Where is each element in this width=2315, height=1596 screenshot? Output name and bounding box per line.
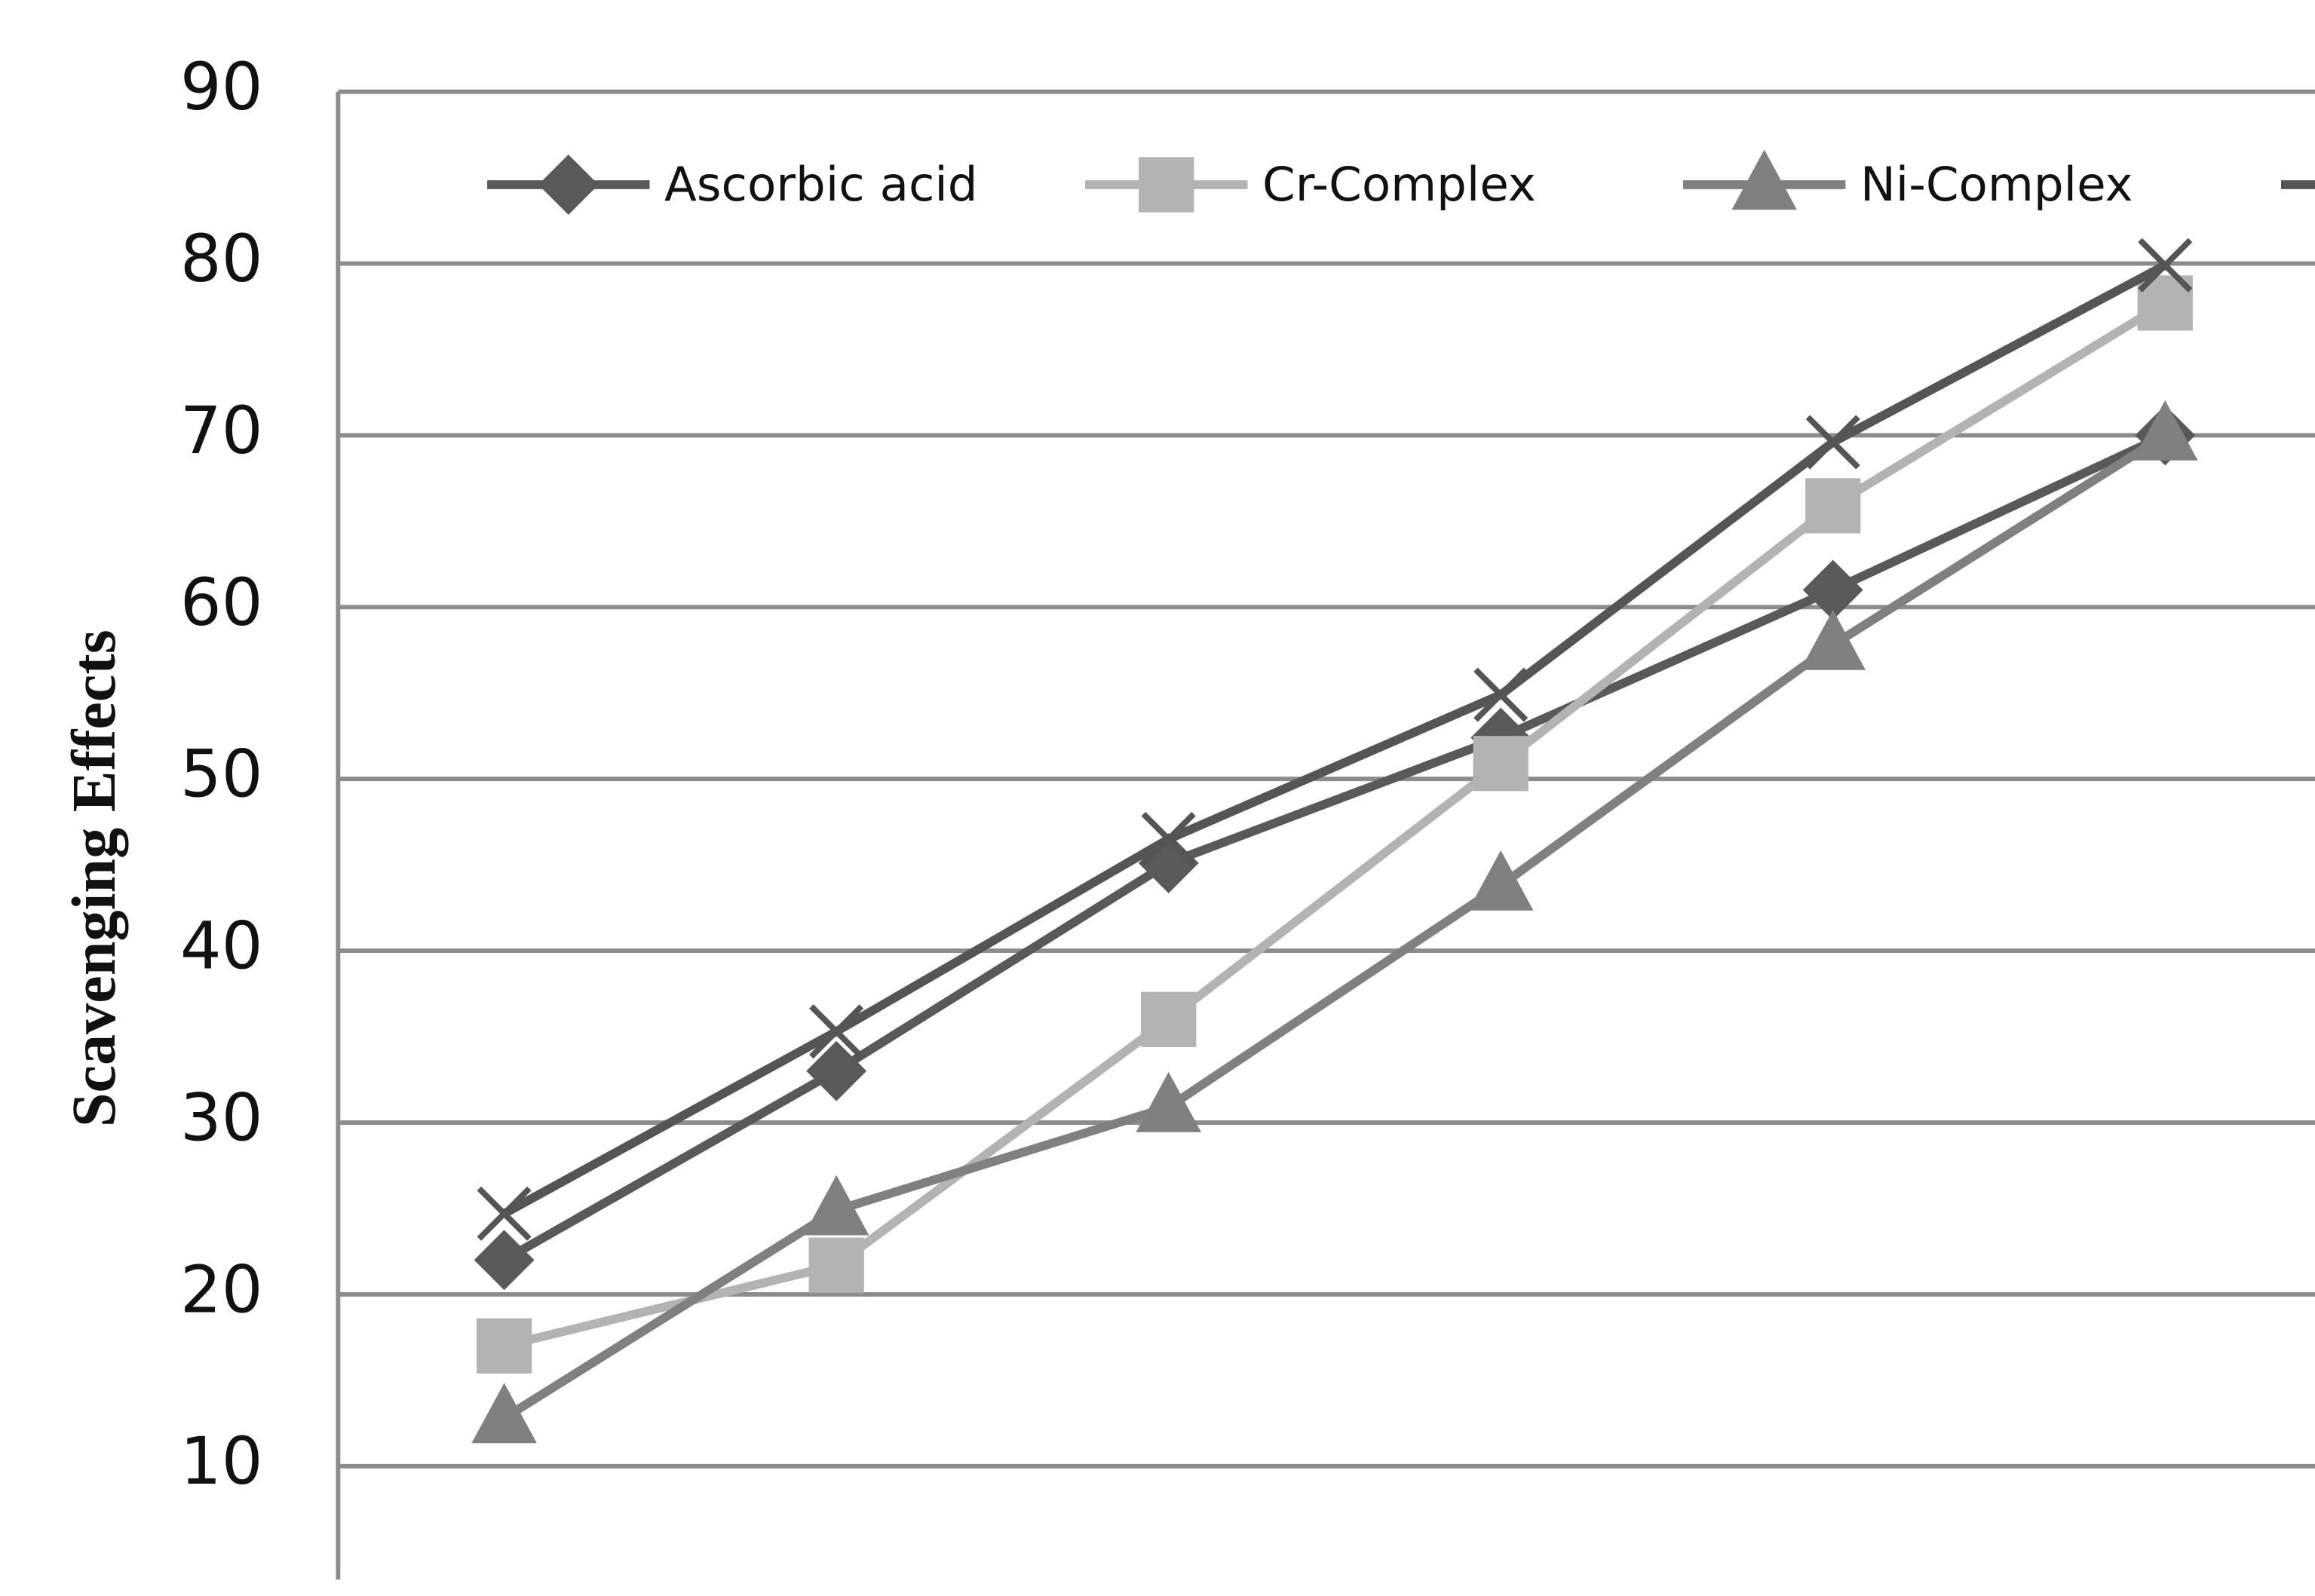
legend-label: Ni-Complex [1860, 157, 2133, 212]
marker [806, 1040, 867, 1101]
marker [1802, 559, 1863, 620]
marker [2133, 400, 2198, 461]
y-tick-label: 40 [180, 909, 263, 985]
series-line [501, 431, 2167, 1264]
marker [477, 1186, 532, 1241]
marker [1136, 1071, 1201, 1132]
marker [1467, 850, 1534, 911]
series-line [503, 299, 2168, 1350]
legend-label: Cr-Complex [1262, 157, 1536, 212]
y-tick-label: 80 [180, 222, 263, 297]
legend: Ascorbic acid Cr-Complex Ni-Complex [487, 149, 2315, 215]
marker [1473, 736, 1529, 792]
y-tick-label: 50 [180, 737, 263, 813]
marker [1141, 811, 1196, 867]
marker [808, 1237, 864, 1293]
y-tick-label: 20 [180, 1252, 263, 1328]
legend-label: Ascorbic acid [664, 157, 978, 212]
y-tick-label: 10 [180, 1424, 263, 1500]
marker [1141, 991, 1197, 1047]
marker [1805, 415, 1860, 470]
marker [809, 1004, 864, 1059]
series-line [501, 261, 2168, 1218]
y-axis-title: Scavenging Effects [60, 630, 128, 1127]
marker [1473, 667, 1529, 722]
marker [2138, 237, 2193, 293]
series-line [501, 431, 2168, 1422]
y-tick-label: 60 [180, 565, 263, 641]
marker [1805, 478, 1861, 534]
marker [1731, 149, 1797, 210]
marker [477, 1318, 532, 1374]
marker [803, 1175, 869, 1236]
marker [1800, 609, 1866, 670]
y-tick-label: 70 [180, 394, 263, 469]
marker [471, 1383, 537, 1444]
y-tick-label: 90 [180, 50, 263, 125]
marker [1139, 157, 1194, 213]
y-tick-label: 30 [180, 1080, 263, 1156]
